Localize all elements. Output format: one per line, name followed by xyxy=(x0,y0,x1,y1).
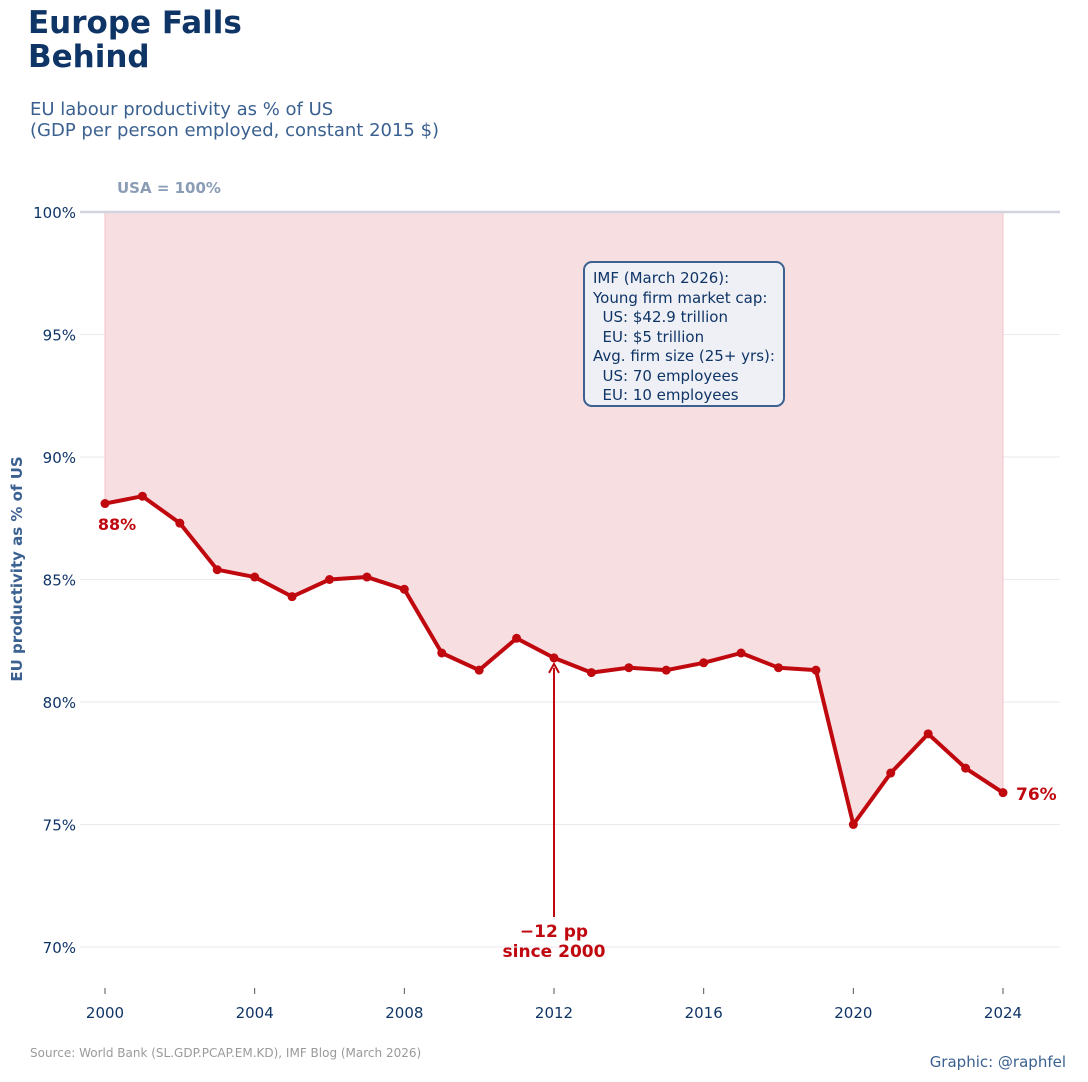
change-annotation-line-2: since 2000 xyxy=(503,942,606,962)
x-tick-label: 2000 xyxy=(86,1004,124,1022)
x-tick-label: 2012 xyxy=(535,1004,573,1022)
imf-box-line: US: $42.9 trillion xyxy=(593,308,728,326)
end-value-label: 76% xyxy=(1016,785,1057,805)
data-point-2018 xyxy=(774,663,783,673)
data-point-2022 xyxy=(923,729,933,739)
graphic-credit: Graphic: @raphfel xyxy=(929,1053,1066,1071)
source-note: Source: World Bank (SL.GDP.PCAP.EM.KD), … xyxy=(30,1046,422,1060)
usa-reference-label: USA = 100% xyxy=(117,179,221,197)
y-tick-label: 95% xyxy=(43,327,76,345)
data-point-2023 xyxy=(961,763,971,773)
data-point-2012 xyxy=(549,653,559,663)
data-point-2013 xyxy=(586,668,596,678)
data-point-2017 xyxy=(736,648,746,658)
imf-box-line: Young firm market cap: xyxy=(593,288,768,307)
subtitle-line-2: (GDP per person employed, constant 2015 … xyxy=(30,120,440,141)
data-point-2021 xyxy=(886,768,896,778)
data-point-2020 xyxy=(848,820,858,829)
data-point-2014 xyxy=(624,663,634,673)
data-point-2011 xyxy=(512,633,522,643)
data-point-2004 xyxy=(250,572,260,582)
x-tick-label: 2024 xyxy=(984,1004,1022,1022)
chart-title-line-2: Behind xyxy=(28,39,150,75)
data-point-2000 xyxy=(100,499,110,509)
x-tick-label: 2020 xyxy=(834,1004,872,1022)
y-tick-label: 90% xyxy=(43,449,76,467)
chart-subtitle: EU labour productivity as % of US (GDP p… xyxy=(30,99,439,141)
x-tick-label: 2004 xyxy=(236,1004,274,1022)
data-point-2001 xyxy=(137,491,147,501)
y-tick-label: 70% xyxy=(43,939,76,957)
start-value-label: 88% xyxy=(98,515,136,534)
data-point-2006 xyxy=(325,575,334,584)
data-point-2002 xyxy=(175,518,185,528)
data-point-2015 xyxy=(661,665,671,675)
subtitle-line-1: EU labour productivity as % of US xyxy=(30,99,334,120)
data-point-2024 xyxy=(998,788,1008,798)
y-tick-label: 100% xyxy=(33,204,76,222)
x-tick-label: 2008 xyxy=(385,1004,423,1022)
x-tick-label: 2016 xyxy=(685,1004,723,1022)
data-point-2005 xyxy=(287,592,297,602)
y-tick-label: 75% xyxy=(43,817,76,835)
data-point-2003 xyxy=(212,565,222,575)
data-point-2010 xyxy=(474,665,484,675)
imf-box-line: US: 70 employees xyxy=(593,366,739,385)
data-point-2007 xyxy=(362,572,372,582)
y-tick-label: 80% xyxy=(43,694,76,712)
imf-box-line: EU: 10 employees xyxy=(593,386,739,404)
chart-title: Europe Falls Behind xyxy=(28,6,242,74)
data-point-2016 xyxy=(699,658,709,668)
data-point-2008 xyxy=(399,584,409,594)
imf-box-line: EU: $5 trillion xyxy=(593,327,705,346)
y-tick-label: 85% xyxy=(43,572,76,590)
chart-title-line-1: Europe Falls xyxy=(28,5,242,41)
imf-info-box: IMF (March 2026): Young firm market cap:… xyxy=(583,261,785,407)
imf-box-line: IMF (March 2026): xyxy=(593,269,730,287)
imf-box-line: Avg. firm size (25+ yrs): xyxy=(593,347,775,365)
change-arrow-head xyxy=(548,661,560,674)
data-point-2009 xyxy=(437,648,447,658)
change-annotation-line-1: −12 pp xyxy=(520,922,588,942)
data-point-2019 xyxy=(811,665,821,675)
